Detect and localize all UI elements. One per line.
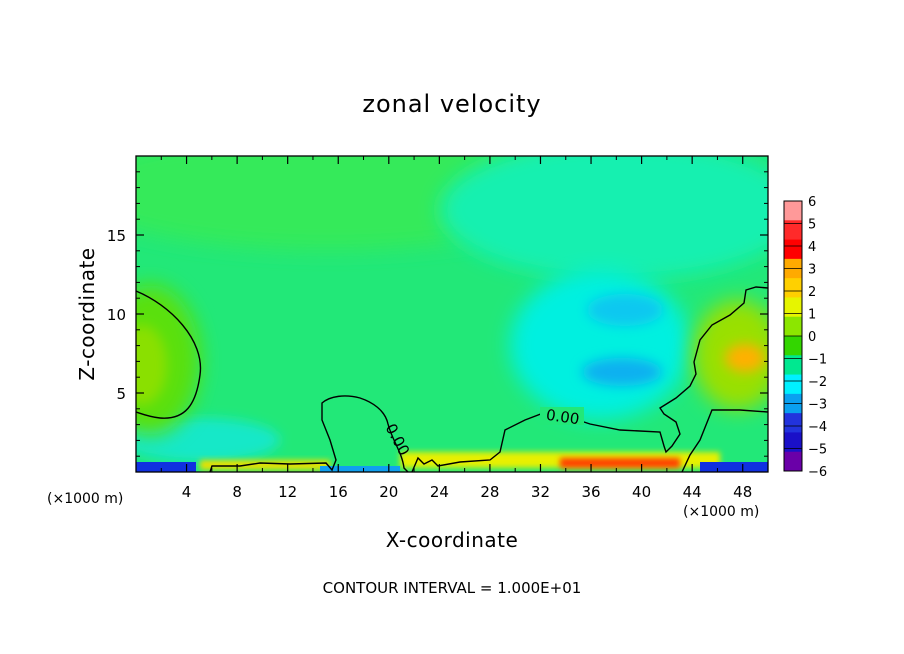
colorbar-tick-label: −1	[808, 353, 827, 368]
field-negative-core-upper	[587, 294, 663, 326]
field-positive-core-right-inner	[725, 344, 765, 372]
colorbar-segment	[784, 297, 802, 318]
colorbar: 6 5 4 3 2 1 0 −1 −2 −3 −4 −5 −6	[783, 195, 827, 480]
colorbar-tick-label: 5	[808, 218, 816, 233]
colorbar-tick-label: −2	[808, 375, 827, 390]
x-tick-label: 40	[632, 483, 651, 501]
contour-left	[136, 290, 202, 419]
field-surface-negative	[136, 462, 196, 472]
field-negative-core-lower	[582, 358, 662, 386]
x-tick-label: 32	[531, 483, 550, 501]
x-tick-label: 28	[480, 483, 499, 501]
contour-right	[681, 409, 768, 472]
contour-middle-left	[209, 395, 409, 472]
field-surface-positive-left	[200, 460, 330, 470]
x-tick-label: 16	[329, 483, 348, 501]
field-negative-region	[510, 270, 690, 420]
colorbar-segment	[784, 316, 802, 337]
colorbar-tick-label: 3	[808, 263, 816, 278]
colorbar-tick-label: 1	[808, 308, 816, 323]
colorbar-tick-label: −3	[808, 398, 827, 413]
field-upper-right-teal	[440, 156, 768, 280]
colorbar-segment	[784, 336, 802, 356]
x-unit-right: (×1000 m)	[683, 504, 759, 520]
colorbar-segment	[784, 278, 802, 298]
field-negative-left-low	[136, 418, 280, 462]
colorbar-tick-label: 2	[808, 285, 816, 300]
field-positive-core-left-inner	[136, 325, 167, 405]
x-tick-label: 20	[379, 483, 398, 501]
y-tick-label: 10	[107, 306, 126, 324]
contour-label-1: 0.00	[545, 406, 581, 428]
x-tick-label: 8	[232, 483, 242, 501]
zero-contours	[136, 286, 768, 472]
x-tick-label: 48	[733, 483, 752, 501]
contour-interval-note: CONTOUR INTERVAL = 1.000E+01	[323, 579, 582, 597]
x-tick-label: 24	[430, 483, 449, 501]
x-tick-label: 36	[581, 483, 600, 501]
colorbar-segment	[784, 355, 802, 376]
chart-title: zonal velocity	[362, 90, 541, 118]
contour-middle	[411, 286, 768, 472]
field-surface-negative-mid	[320, 466, 400, 472]
colorbar-segment	[784, 239, 802, 260]
y-axis: 5 10 15	[107, 171, 768, 457]
y-tick-label: 15	[107, 227, 126, 245]
field-surface-positive-core	[560, 458, 680, 468]
colorbar-tick-label: −4	[808, 420, 827, 435]
x-unit-left: (×1000 m)	[47, 491, 123, 507]
y-axis-label: Z-coordinate	[75, 247, 99, 380]
x-tick-label: 12	[278, 483, 297, 501]
colorbar-segment	[784, 201, 802, 221]
x-tick-label: 4	[182, 483, 192, 501]
colorbar-tick-label: −6	[808, 465, 827, 480]
colorbar-tick-label: 4	[808, 240, 816, 255]
field-surface-negative-right	[700, 462, 768, 472]
x-axis-label: X-coordinate	[386, 528, 519, 552]
colorbar-segment	[784, 374, 802, 395]
x-tick-label: 44	[683, 483, 702, 501]
contour-label-bg-1	[540, 407, 584, 425]
x-axis: 4 8 12 16 20 24 28 32 36 40 44 48	[160, 156, 752, 501]
colorbar-segment	[784, 432, 802, 453]
y-tick-label: 5	[116, 385, 126, 403]
colorbar-segment	[784, 413, 802, 433]
colorbar-tick-label: 0	[808, 330, 816, 345]
velocity-field	[136, 156, 768, 472]
colorbar-segment	[784, 220, 802, 241]
colorbar-segment	[784, 451, 802, 472]
colorbar-tick-label: −5	[808, 443, 827, 458]
colorbar-tick-label: 6	[808, 195, 816, 210]
